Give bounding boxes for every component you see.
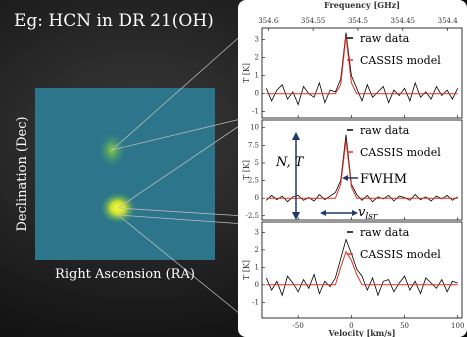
nt-annotation: N, T <box>275 155 305 170</box>
x-tick-label: 50 <box>400 322 409 330</box>
y-tick-label: -1 <box>252 298 259 306</box>
x2-tick-label: 354.45 <box>391 17 416 25</box>
vlsr-sub: lsr <box>365 212 377 222</box>
legend-label: CASSIS model <box>360 146 441 159</box>
y-tick-label: 2 <box>255 54 259 62</box>
legend-label: CASSIS model <box>360 54 441 67</box>
slide-title: Eg: HCN in DR 21(OH) <box>14 11 214 31</box>
y-tick-label: 7.5 <box>248 141 259 149</box>
x2-tick-label: 354.55 <box>301 17 326 25</box>
y-tick-label: 0 <box>255 90 259 98</box>
x2-axis-label: Frequency [GHz] <box>324 0 400 10</box>
y-axis-label: T [K] <box>242 160 251 180</box>
y-tick-label: 10 <box>250 124 259 132</box>
y-tick-label: 3 <box>255 36 259 44</box>
ra-label: Right Ascension (RA) <box>55 267 195 282</box>
fwhm-annotation: FWHM <box>360 172 407 187</box>
x-tick-label: -50 <box>293 322 304 330</box>
x2-tick-label: 354.4 <box>438 17 459 25</box>
sky-map-tint <box>35 88 215 260</box>
y-tick-label: 1 <box>255 263 259 271</box>
legend-label: CASSIS model <box>360 248 441 261</box>
y-tick-label: 1 <box>255 72 259 80</box>
x2-tick-label: 354.6 <box>258 17 279 25</box>
y-tick-label: -2.5 <box>246 212 260 220</box>
y-tick-label: 0 <box>255 194 259 202</box>
y-tick-label: 3 <box>255 228 259 236</box>
y-tick-label: -1 <box>252 108 259 116</box>
y-tick-label: 2 <box>255 246 259 254</box>
x2-tick-label: 354.5 <box>348 17 368 25</box>
y-axis-label: T [K] <box>242 63 251 83</box>
legend-label: raw data <box>360 32 410 45</box>
legend-label: raw data <box>360 226 410 239</box>
legend-label: raw data <box>360 124 410 137</box>
x-tick-label: 100 <box>451 322 464 330</box>
y-tick-label: 0 <box>255 281 259 289</box>
figure: Eg: HCN in DR 21(OH) Declination (Dec) R… <box>0 0 467 337</box>
y-tick-label: 5 <box>255 159 259 167</box>
x-axis-label: Velocity [km/s] <box>328 328 396 337</box>
y-axis-label: T [K] <box>242 260 251 280</box>
dec-label: Declination (Dec) <box>15 116 30 231</box>
spectra-background <box>238 0 467 337</box>
